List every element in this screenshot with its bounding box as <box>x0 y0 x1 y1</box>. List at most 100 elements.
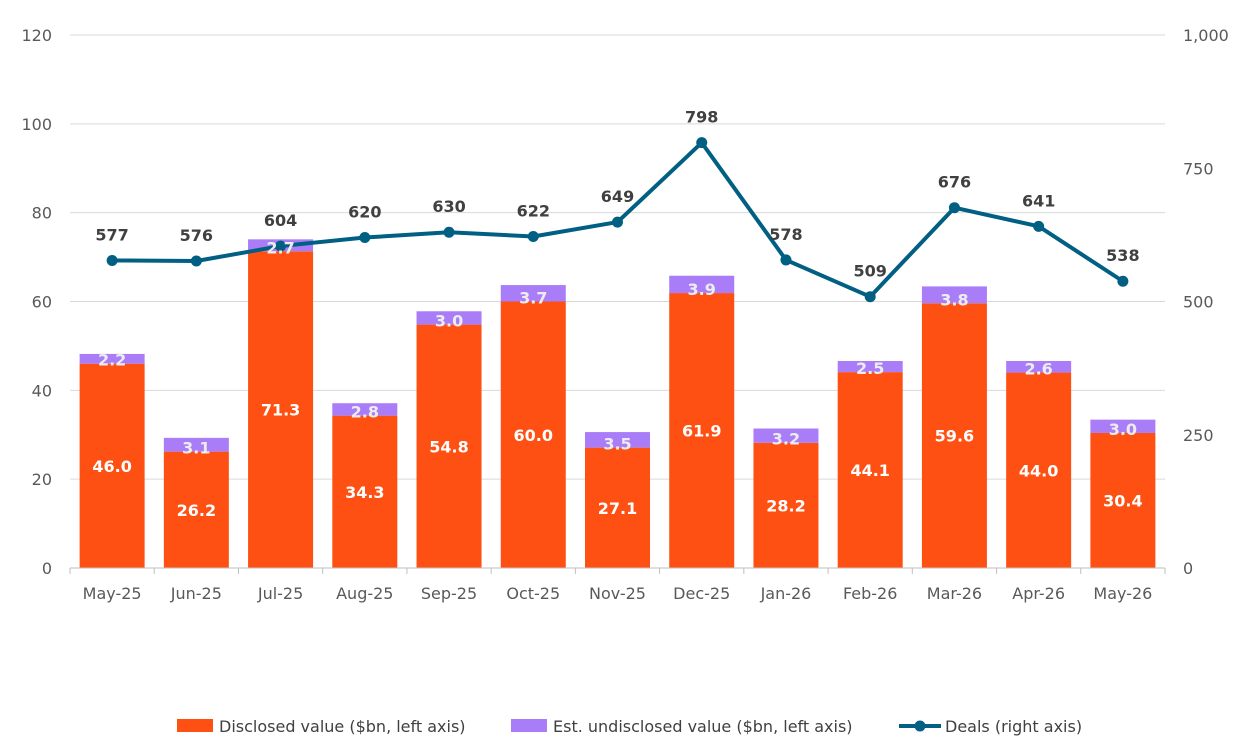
legend-label-deals: Deals (right axis) <box>945 717 1082 736</box>
legend: Disclosed value ($bn, left axis) Est. und… <box>177 717 1082 736</box>
bar-disclosed <box>332 415 398 568</box>
y-right-tick-label: 250 <box>1183 426 1214 445</box>
legend-swatch-undisclosed <box>511 719 547 732</box>
bar-undisclosed <box>500 285 566 302</box>
bar-disclosed <box>837 372 903 568</box>
label-undisclosed: 3.7 <box>519 289 547 308</box>
label-disclosed: 44.0 <box>1019 461 1058 480</box>
deals-marker <box>190 255 202 267</box>
bar-disclosed <box>753 442 819 568</box>
label-deals: 630 <box>432 197 465 216</box>
y-left-tick-label: 100 <box>21 115 52 134</box>
bar-disclosed <box>1090 432 1156 568</box>
y-right-tick-label: 0 <box>1183 559 1193 578</box>
label-disclosed: 34.3 <box>345 483 384 502</box>
deals-marker <box>612 216 623 228</box>
bar-disclosed <box>163 451 229 568</box>
label-deals: 578 <box>769 225 802 244</box>
bar-undisclosed <box>585 432 650 448</box>
deals-marker <box>864 291 876 303</box>
x-tick-label: Jul-25 <box>257 584 303 603</box>
label-disclosed: 26.2 <box>177 501 216 520</box>
x-tick-label: Nov-25 <box>589 584 646 603</box>
label-deals: 577 <box>95 225 128 244</box>
label-disclosed: 71.3 <box>261 401 300 420</box>
deals-marker <box>443 226 455 238</box>
label-undisclosed: 2.8 <box>351 403 379 422</box>
bar-disclosed <box>416 324 482 568</box>
label-undisclosed: 2.6 <box>1024 360 1052 379</box>
label-deals: 509 <box>853 262 886 281</box>
bar-undisclosed <box>332 403 398 416</box>
bar-disclosed <box>669 293 735 568</box>
label-undisclosed: 2.5 <box>856 359 884 378</box>
legend-swatch-disclosed <box>177 719 213 732</box>
label-disclosed: 60.0 <box>514 426 553 445</box>
data-labels: 46.0 2.2 26.2 3.1 71.3 2.7 34.3 2.8 54.8 3.0 60.0 3… <box>92 108 1142 520</box>
label-disclosed: 30.4 <box>1103 491 1142 510</box>
bar-undisclosed <box>921 286 987 304</box>
bar-undisclosed <box>416 311 482 325</box>
y-left-tick-label: 80 <box>32 204 52 223</box>
label-undisclosed: 3.0 <box>435 312 463 331</box>
x-tick-label: Jun-25 <box>170 584 222 603</box>
label-deals: 641 <box>1022 191 1055 210</box>
x-tick-label: Dec-25 <box>673 584 730 603</box>
label-deals: 622 <box>517 201 550 220</box>
deals-line <box>106 137 1129 303</box>
y-right-tick-label: 1,000 <box>1183 26 1229 45</box>
label-disclosed: 54.8 <box>429 437 468 456</box>
label-disclosed: 61.9 <box>682 422 721 441</box>
bar-undisclosed <box>837 361 903 373</box>
label-undisclosed: 3.0 <box>1109 420 1137 439</box>
bar-undisclosed <box>669 275 735 294</box>
gridlines <box>70 34 1165 480</box>
y-left-tick-label: 0 <box>42 559 52 578</box>
y-left-tick-label: 60 <box>32 293 52 312</box>
deals-marker <box>696 137 708 149</box>
bar-disclosed <box>1006 372 1072 568</box>
bar-disclosed <box>921 303 987 568</box>
legend-marker-deals <box>914 720 926 732</box>
deals-marker <box>527 230 539 242</box>
y-right-tick-label: 500 <box>1183 293 1214 312</box>
deals-marker <box>106 254 118 266</box>
label-undisclosed: 2.2 <box>98 351 126 370</box>
x-tick-label: May-25 <box>83 584 142 603</box>
label-disclosed: 59.6 <box>935 427 974 446</box>
label-undisclosed: 3.2 <box>772 430 800 449</box>
bar-disclosed <box>585 447 650 568</box>
bar-undisclosed <box>753 428 819 443</box>
bar-disclosed <box>500 301 566 568</box>
legend-label-disclosed: Disclosed value ($bn, left axis) <box>219 717 466 736</box>
bar-disclosed <box>248 251 314 568</box>
label-undisclosed: 3.5 <box>603 435 631 454</box>
label-deals: 604 <box>264 211 297 230</box>
y-left-tick-label: 120 <box>21 26 52 45</box>
label-deals: 576 <box>180 226 213 245</box>
x-tick-label: Mar-26 <box>927 584 982 603</box>
x-tick-label: Oct-25 <box>506 584 560 603</box>
y-right-tick-label: 750 <box>1183 159 1214 178</box>
x-tick-label: Aug-25 <box>336 584 393 603</box>
x-tick-label: Feb-26 <box>843 584 897 603</box>
bar-undisclosed <box>163 437 229 452</box>
x-tick-label: Jan-26 <box>760 584 812 603</box>
label-disclosed: 44.1 <box>850 461 889 480</box>
label-deals: 649 <box>601 187 634 206</box>
x-tick-label: Sep-25 <box>421 584 477 603</box>
axes: 0 20 40 60 80 100 120 0 250 500 750 1,000 May-25 Jun-… <box>21 26 1228 603</box>
bar-undisclosed <box>1090 419 1156 433</box>
deals-marker <box>780 254 792 266</box>
label-undisclosed: 3.8 <box>940 290 968 309</box>
deals-marker <box>1033 220 1045 232</box>
x-tick-label: May-26 <box>1093 584 1152 603</box>
bar-disclosed <box>79 363 145 568</box>
bar-undisclosed <box>1006 361 1072 373</box>
label-deals: 620 <box>348 203 381 222</box>
y-left-tick-label: 20 <box>32 470 52 489</box>
label-undisclosed: 3.1 <box>182 439 210 458</box>
legend-label-undisclosed: Est. undisclosed value ($bn, left axis) <box>553 717 853 736</box>
label-disclosed: 28.2 <box>766 496 805 515</box>
